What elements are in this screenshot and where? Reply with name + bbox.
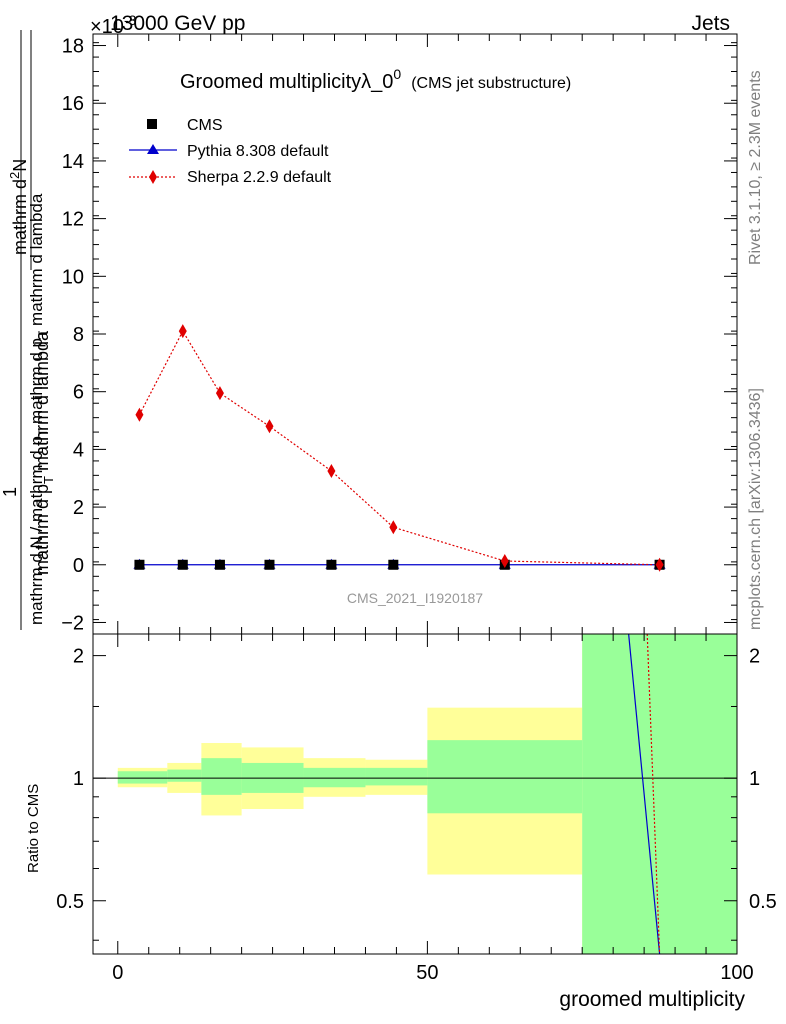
ratio-ytick-label-left: 0.5 (56, 891, 84, 913)
ylabel-numerator: mathrm d2N (7, 159, 30, 255)
xtick-label: 100 (720, 962, 753, 984)
cms-point (134, 559, 145, 570)
ratio-band-inner (117, 771, 168, 784)
main-ytick-label: 10 (62, 266, 84, 288)
legend-marker-pythia (147, 144, 159, 154)
sherpa-point (327, 464, 336, 479)
main-ytick-label: 8 (73, 324, 84, 346)
mcplots-label: mcplots.cern.ch [arXiv:1306.3436] (747, 388, 764, 630)
ratio-ytick-label-right: 2 (749, 646, 760, 668)
series-line-sherpa (138, 329, 660, 566)
sherpa-point (215, 386, 224, 401)
main-ytick-label: 12 (62, 209, 84, 231)
ratio-band-inner (365, 767, 428, 786)
xtick-label: 50 (416, 962, 438, 984)
main-ylabel: mathrm d pT mathrm d lambda mathrm d2N 1… (0, 30, 56, 630)
main-ytick-label: 14 (62, 151, 84, 173)
main-ytick-label: −2 (61, 612, 84, 634)
sherpa-point (389, 520, 398, 535)
main-ytick-label: 18 (62, 36, 84, 58)
energy-label: 13000 GeV pp (110, 12, 245, 35)
ratio-ytick-label-left: 2 (73, 646, 84, 668)
ratio-ytick-label-left: 1 (73, 768, 84, 790)
legend-label-sherpa: Sherpa 2.2.9 default (187, 169, 332, 186)
legend-label-cms: CMS (187, 117, 223, 134)
ratio-band-inner (303, 767, 366, 788)
ratio-band-inner (427, 740, 583, 814)
ratio-band-inner (201, 758, 242, 795)
ratio-ylabel: Ratio to CMS (25, 784, 42, 873)
legend-label-pythia: Pythia 8.308 default (187, 143, 329, 160)
ratio-ytick-label-right: 1 (749, 768, 760, 790)
legend-marker-cms (147, 119, 157, 129)
ratio-band-inner (167, 769, 202, 782)
main-ytick-label: 2 (73, 497, 84, 519)
ylabel-prefix: 1 (0, 487, 20, 497)
watermark: CMS_2021_I1920187 (347, 590, 483, 606)
main-plot-area: −2 0 2 4 6 8 10 12 14 16 18 (61, 34, 738, 635)
cms-point (264, 559, 275, 570)
ratio-band-inner (582, 634, 737, 954)
sherpa-point (500, 554, 509, 569)
ratio-ytick-label-right: 0.5 (749, 891, 777, 913)
sherpa-point (135, 407, 144, 422)
ratio-plot-area: 0.5 0.5 1 1 2 2 0 50 100 (56, 633, 777, 984)
main-ytick-label: 0 (73, 555, 84, 577)
ylabel-lower-fraction: mathrm d N / mathrm d pT mathrm d pT mat… (27, 193, 50, 625)
category-label: Jets (691, 12, 730, 35)
ratio-line-pythia (628, 633, 661, 955)
ratio-panel-frame (92, 633, 738, 955)
plot-title: Groomed multiplicityλ_00(CMS jet substru… (180, 66, 571, 93)
rivet-label: Rivet 3.1.10, ≥ 2.3M events (747, 70, 764, 265)
cms-point (326, 559, 337, 570)
main-ytick-label: 4 (73, 439, 84, 461)
cms-point (388, 559, 399, 570)
xtick-label: 0 (112, 962, 123, 984)
cms-point (214, 559, 225, 570)
sherpa-point (178, 324, 187, 339)
ylabel-upper-fraction: mathrm d pT mathrm d lambda (32, 330, 56, 575)
sherpa-point (655, 557, 664, 572)
xaxis-label: groomed multiplicity (559, 988, 745, 1011)
legend-marker-sherpa (149, 170, 157, 184)
main-ytick-label: 6 (73, 382, 84, 404)
main-ytick-label: 16 (62, 93, 84, 115)
ratio-line-sherpa (646, 633, 661, 955)
sherpa-point (265, 419, 274, 434)
legend: CMS Pythia 8.308 default Sherpa 2.2.9 de… (129, 117, 332, 186)
exponent-label: ×10-3 (90, 12, 137, 38)
cms-point (177, 559, 188, 570)
